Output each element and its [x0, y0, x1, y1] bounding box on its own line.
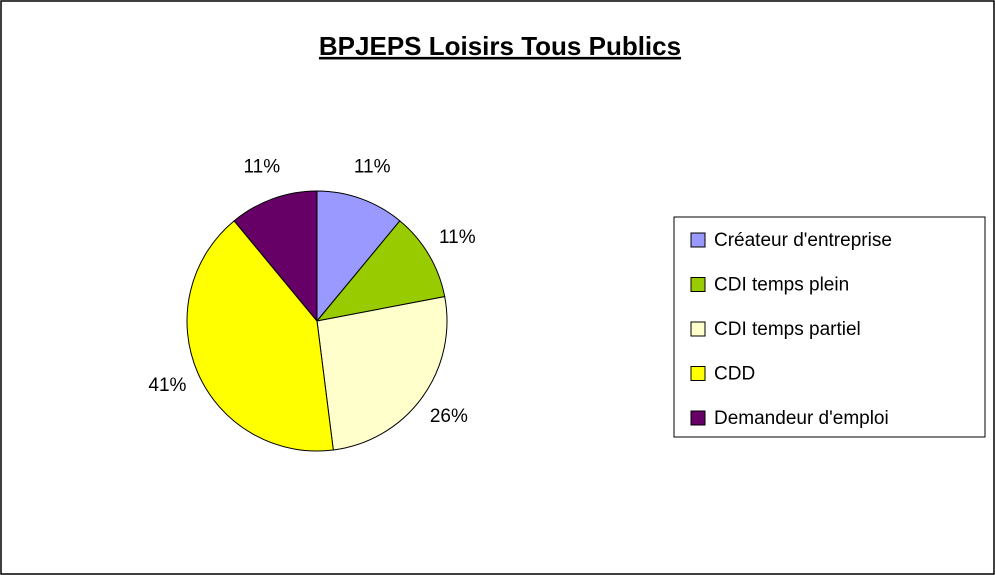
- pie-slice: [233, 190, 318, 323]
- pie-slice: [186, 220, 334, 452]
- data-label: 11%: [439, 227, 476, 248]
- legend-label: Créateur d'entreprise: [714, 230, 892, 251]
- legend-label: CDI temps partiel: [714, 319, 861, 340]
- pie-slice: [316, 190, 401, 323]
- data-label: 11%: [354, 157, 391, 178]
- legend-label: Demandeur d'emploi: [714, 408, 889, 429]
- chart-title: BPJEPS Loisirs Tous Publics: [319, 31, 681, 61]
- legend-label: CDI temps plein: [714, 275, 849, 296]
- data-label: 41%: [148, 375, 186, 396]
- pie-slice: [315, 220, 446, 322]
- data-label: 26%: [430, 406, 468, 427]
- legend-swatch: [690, 366, 706, 381]
- legend-swatch: [690, 232, 706, 248]
- pie-slice: [316, 296, 448, 451]
- legend-swatch: [690, 410, 706, 426]
- legend-swatch: [690, 321, 706, 337]
- legend-box: [673, 216, 986, 438]
- data-label: 11%: [243, 157, 280, 178]
- legend-label: CDD: [714, 364, 755, 385]
- legend-swatch: [690, 277, 706, 292]
